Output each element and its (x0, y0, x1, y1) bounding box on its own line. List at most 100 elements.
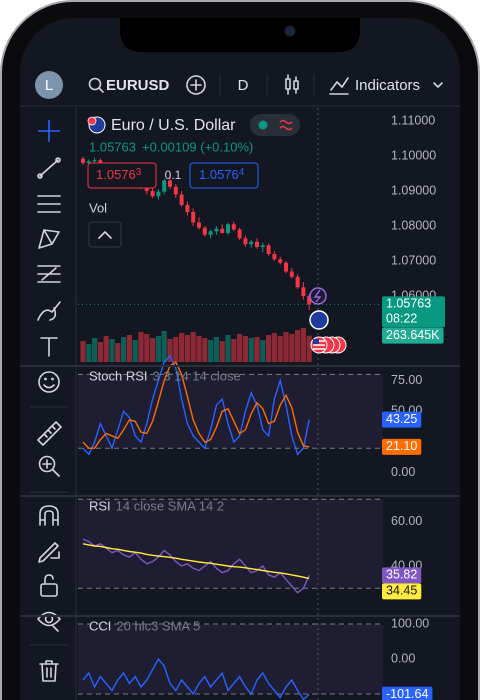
volume-bar (295, 330, 301, 362)
chevron[interactable] (433, 82, 443, 88)
event-marker[interactable] (309, 287, 327, 305)
search-icon[interactable] (88, 77, 102, 91)
candle-body (214, 228, 219, 232)
volume-bar (80, 341, 86, 362)
volume-bar (219, 341, 225, 362)
last-value-tag: 34.45 (386, 584, 417, 598)
trend-line-tool[interactable] (37, 157, 61, 179)
lock-tool[interactable] (40, 574, 58, 597)
emoji-tool[interactable] (38, 371, 60, 393)
spread: 0.1 (165, 168, 182, 182)
volume-bar (132, 340, 138, 362)
y-tick-label: 1.07000 (391, 253, 436, 267)
candle-body (278, 259, 283, 263)
candle-body (295, 276, 300, 288)
trash-tool[interactable] (39, 660, 59, 682)
lines-tool[interactable] (37, 195, 61, 213)
fib-tool[interactable] (37, 265, 61, 283)
price-axes: 1.110001.100001.090001.080001.070001.060… (382, 113, 445, 700)
crosshair-tool[interactable] (38, 120, 60, 142)
chart-type-button[interactable] (285, 74, 299, 95)
sell-price: 1.05763 (96, 167, 142, 183)
candle-body (185, 204, 190, 212)
volume-bar (196, 336, 202, 362)
candle-body (301, 287, 306, 297)
us-event-markers[interactable] (310, 336, 347, 354)
volume-bar (115, 343, 121, 362)
quote-price: 1.05763 (89, 139, 136, 154)
sell-button[interactable] (87, 162, 157, 189)
candle-body (237, 229, 242, 239)
volume-bar (289, 334, 295, 362)
volume-bar (161, 331, 167, 362)
candle-body (272, 254, 277, 260)
candle-body (220, 228, 225, 233)
zoom-tool[interactable] (38, 455, 60, 477)
buy-button[interactable] (189, 162, 259, 189)
countdown-label: 08:22 (386, 312, 417, 326)
candle-body (81, 158, 85, 163)
volume-bar (150, 338, 156, 362)
volume-bar (231, 339, 237, 362)
candle-body (231, 224, 236, 230)
y-tick-label: 1.11000 (391, 113, 435, 127)
volume-bar (190, 332, 196, 362)
candle-body (144, 187, 149, 191)
indicators-button[interactable]: Indicators (355, 77, 420, 94)
notch (120, 18, 360, 52)
volume-bar (92, 338, 98, 362)
y-tick-label: 100.00 (391, 616, 429, 630)
pattern-tool[interactable] (38, 229, 60, 249)
candle-body (289, 271, 294, 277)
volume-bar (167, 339, 173, 362)
indicator-line (82, 543, 310, 580)
volume-bar (103, 336, 109, 362)
candle-body (260, 245, 265, 248)
text-tool[interactable] (40, 337, 58, 357)
symbol-header: Euro / U.S. Dollar 1.05763 +0.00109 (+0.… (87, 114, 300, 248)
volume-bar (271, 333, 277, 362)
last-value-tag: -101.64 (386, 687, 428, 700)
add-symbol-button[interactable] (186, 75, 206, 95)
indicator-params: 3 3 14 14 close (153, 368, 241, 383)
lightning-icon (313, 289, 322, 303)
magnet-tool[interactable] (39, 505, 59, 526)
band-fill (78, 624, 383, 695)
last-value-tag-bg (382, 411, 422, 428)
collapse-legend-button[interactable] (88, 221, 122, 248)
plus-icon (190, 79, 202, 91)
ruler-tool[interactable] (37, 421, 62, 446)
indicator-line (82, 538, 310, 594)
avatar[interactable] (35, 71, 63, 99)
candle-body (208, 231, 213, 235)
lock-drawing-tool[interactable] (38, 542, 60, 563)
volume-bar (202, 338, 208, 362)
brush-tool[interactable] (37, 301, 61, 321)
status-pill[interactable] (250, 114, 300, 136)
volume-bar (173, 337, 179, 362)
volume-bar (138, 332, 144, 362)
delay-icon (279, 119, 293, 131)
candle-body (156, 191, 161, 197)
candle-body (168, 180, 172, 187)
volume-legend: Vol (89, 200, 107, 215)
candle-body (162, 180, 167, 192)
symbol[interactable]: EURUSD (106, 77, 170, 94)
candle-body (284, 262, 288, 272)
volume-bar (277, 336, 283, 362)
interval[interactable]: D (238, 77, 249, 94)
indicator-title: CCI (89, 618, 111, 633)
volume-bar (144, 334, 150, 362)
indicator-line (82, 361, 310, 449)
y-tick-label: 1.10000 (391, 148, 436, 162)
candle-body (226, 224, 230, 233)
visibility-tool[interactable] (37, 611, 61, 632)
indicators-icon[interactable] (329, 77, 349, 95)
volume-bar (300, 328, 306, 362)
top-toolbar: L EURUSD D Indicators (20, 71, 460, 107)
symbol-flag-us (87, 116, 97, 126)
eu-event-marker[interactable] (309, 310, 329, 330)
search-icon-handle (98, 87, 104, 93)
y-tick-label: 75.00 (391, 373, 422, 387)
